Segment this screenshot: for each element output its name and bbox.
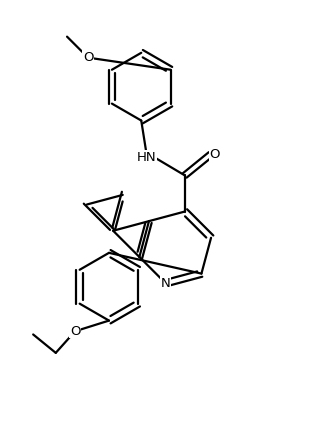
Text: O: O — [83, 51, 93, 64]
Text: HN: HN — [136, 150, 156, 164]
Text: O: O — [70, 325, 80, 338]
Text: O: O — [209, 148, 220, 161]
Text: N: N — [161, 277, 170, 290]
